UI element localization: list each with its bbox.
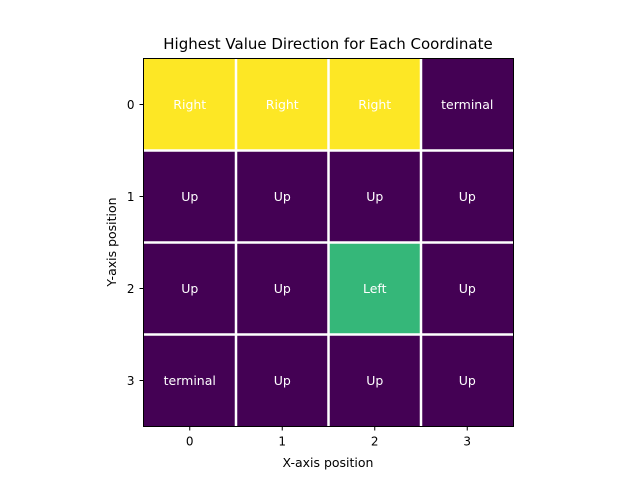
y-axis-ticks: 0 1 2 3: [127, 98, 144, 388]
y-axis-label: Y-axis position: [104, 197, 119, 287]
cell-label-2-3: Up: [459, 281, 476, 296]
cell-label-3-0: terminal: [164, 373, 216, 388]
cell-label-1-2: Up: [366, 189, 383, 204]
y-tick-label: 1: [127, 190, 135, 204]
heatmap-cell-0-1: [236, 58, 329, 151]
heatmap-cell-1-2: [328, 150, 421, 243]
x-axis-label: X-axis position: [283, 455, 374, 470]
heatmap-cell-0-2: [328, 58, 421, 151]
y-tick-label: 3: [127, 374, 135, 388]
cell-label-3-1: Up: [274, 373, 291, 388]
heatmap-cell-2-2: [328, 242, 421, 335]
cell-label-2-0: Up: [181, 281, 198, 296]
cell-label-3-2: Up: [366, 373, 383, 388]
heatmap-cell-2-1: [236, 242, 329, 335]
x-axis-ticks: 0 1 2 3: [186, 426, 471, 449]
cell-label-1-3: Up: [459, 189, 476, 204]
cell-label-0-0: Right: [173, 97, 206, 112]
cell-label-1-1: Up: [274, 189, 291, 204]
cell-label-0-3: terminal: [441, 97, 493, 112]
heatmap-cell-0-3: [421, 58, 514, 151]
cell-label-3-3: Up: [459, 373, 476, 388]
cell-label-0-2: Right: [358, 97, 391, 112]
heatmap-cell-2-3: [421, 242, 514, 335]
heatmap-cell-2-0: [143, 242, 236, 335]
x-tick-label: 2: [371, 435, 379, 449]
heatmap-cells: Right Right Right terminal Up Up Up Up Up Up Left U…: [143, 58, 514, 427]
x-tick-label: 3: [463, 435, 471, 449]
y-tick-label: 2: [127, 282, 135, 296]
heatmap-cell-3-3: [421, 334, 514, 427]
plot-frame: [143, 58, 514, 427]
heatmap-cell-3-0: [143, 334, 236, 427]
heatmap-cell-3-2: [328, 334, 421, 427]
chart-title: Highest Value Direction for Each Coordin…: [163, 35, 492, 53]
x-tick-label: 0: [186, 435, 194, 449]
y-tick-label: 0: [127, 98, 135, 112]
cell-label-2-1: Up: [274, 281, 291, 296]
cell-label-1-0: Up: [181, 189, 198, 204]
heatmap-gridlines: [143, 58, 514, 427]
heatmap-cell-1-0: [143, 150, 236, 243]
heatmap-cell-0-0: [143, 58, 236, 151]
heatmap-cell-1-1: [236, 150, 329, 243]
heatmap-cell-1-3: [421, 150, 514, 243]
cell-label-2-2: Left: [363, 281, 387, 296]
x-tick-label: 1: [278, 435, 286, 449]
heatmap-cell-3-1: [236, 334, 329, 427]
cell-label-0-1: Right: [266, 97, 299, 112]
